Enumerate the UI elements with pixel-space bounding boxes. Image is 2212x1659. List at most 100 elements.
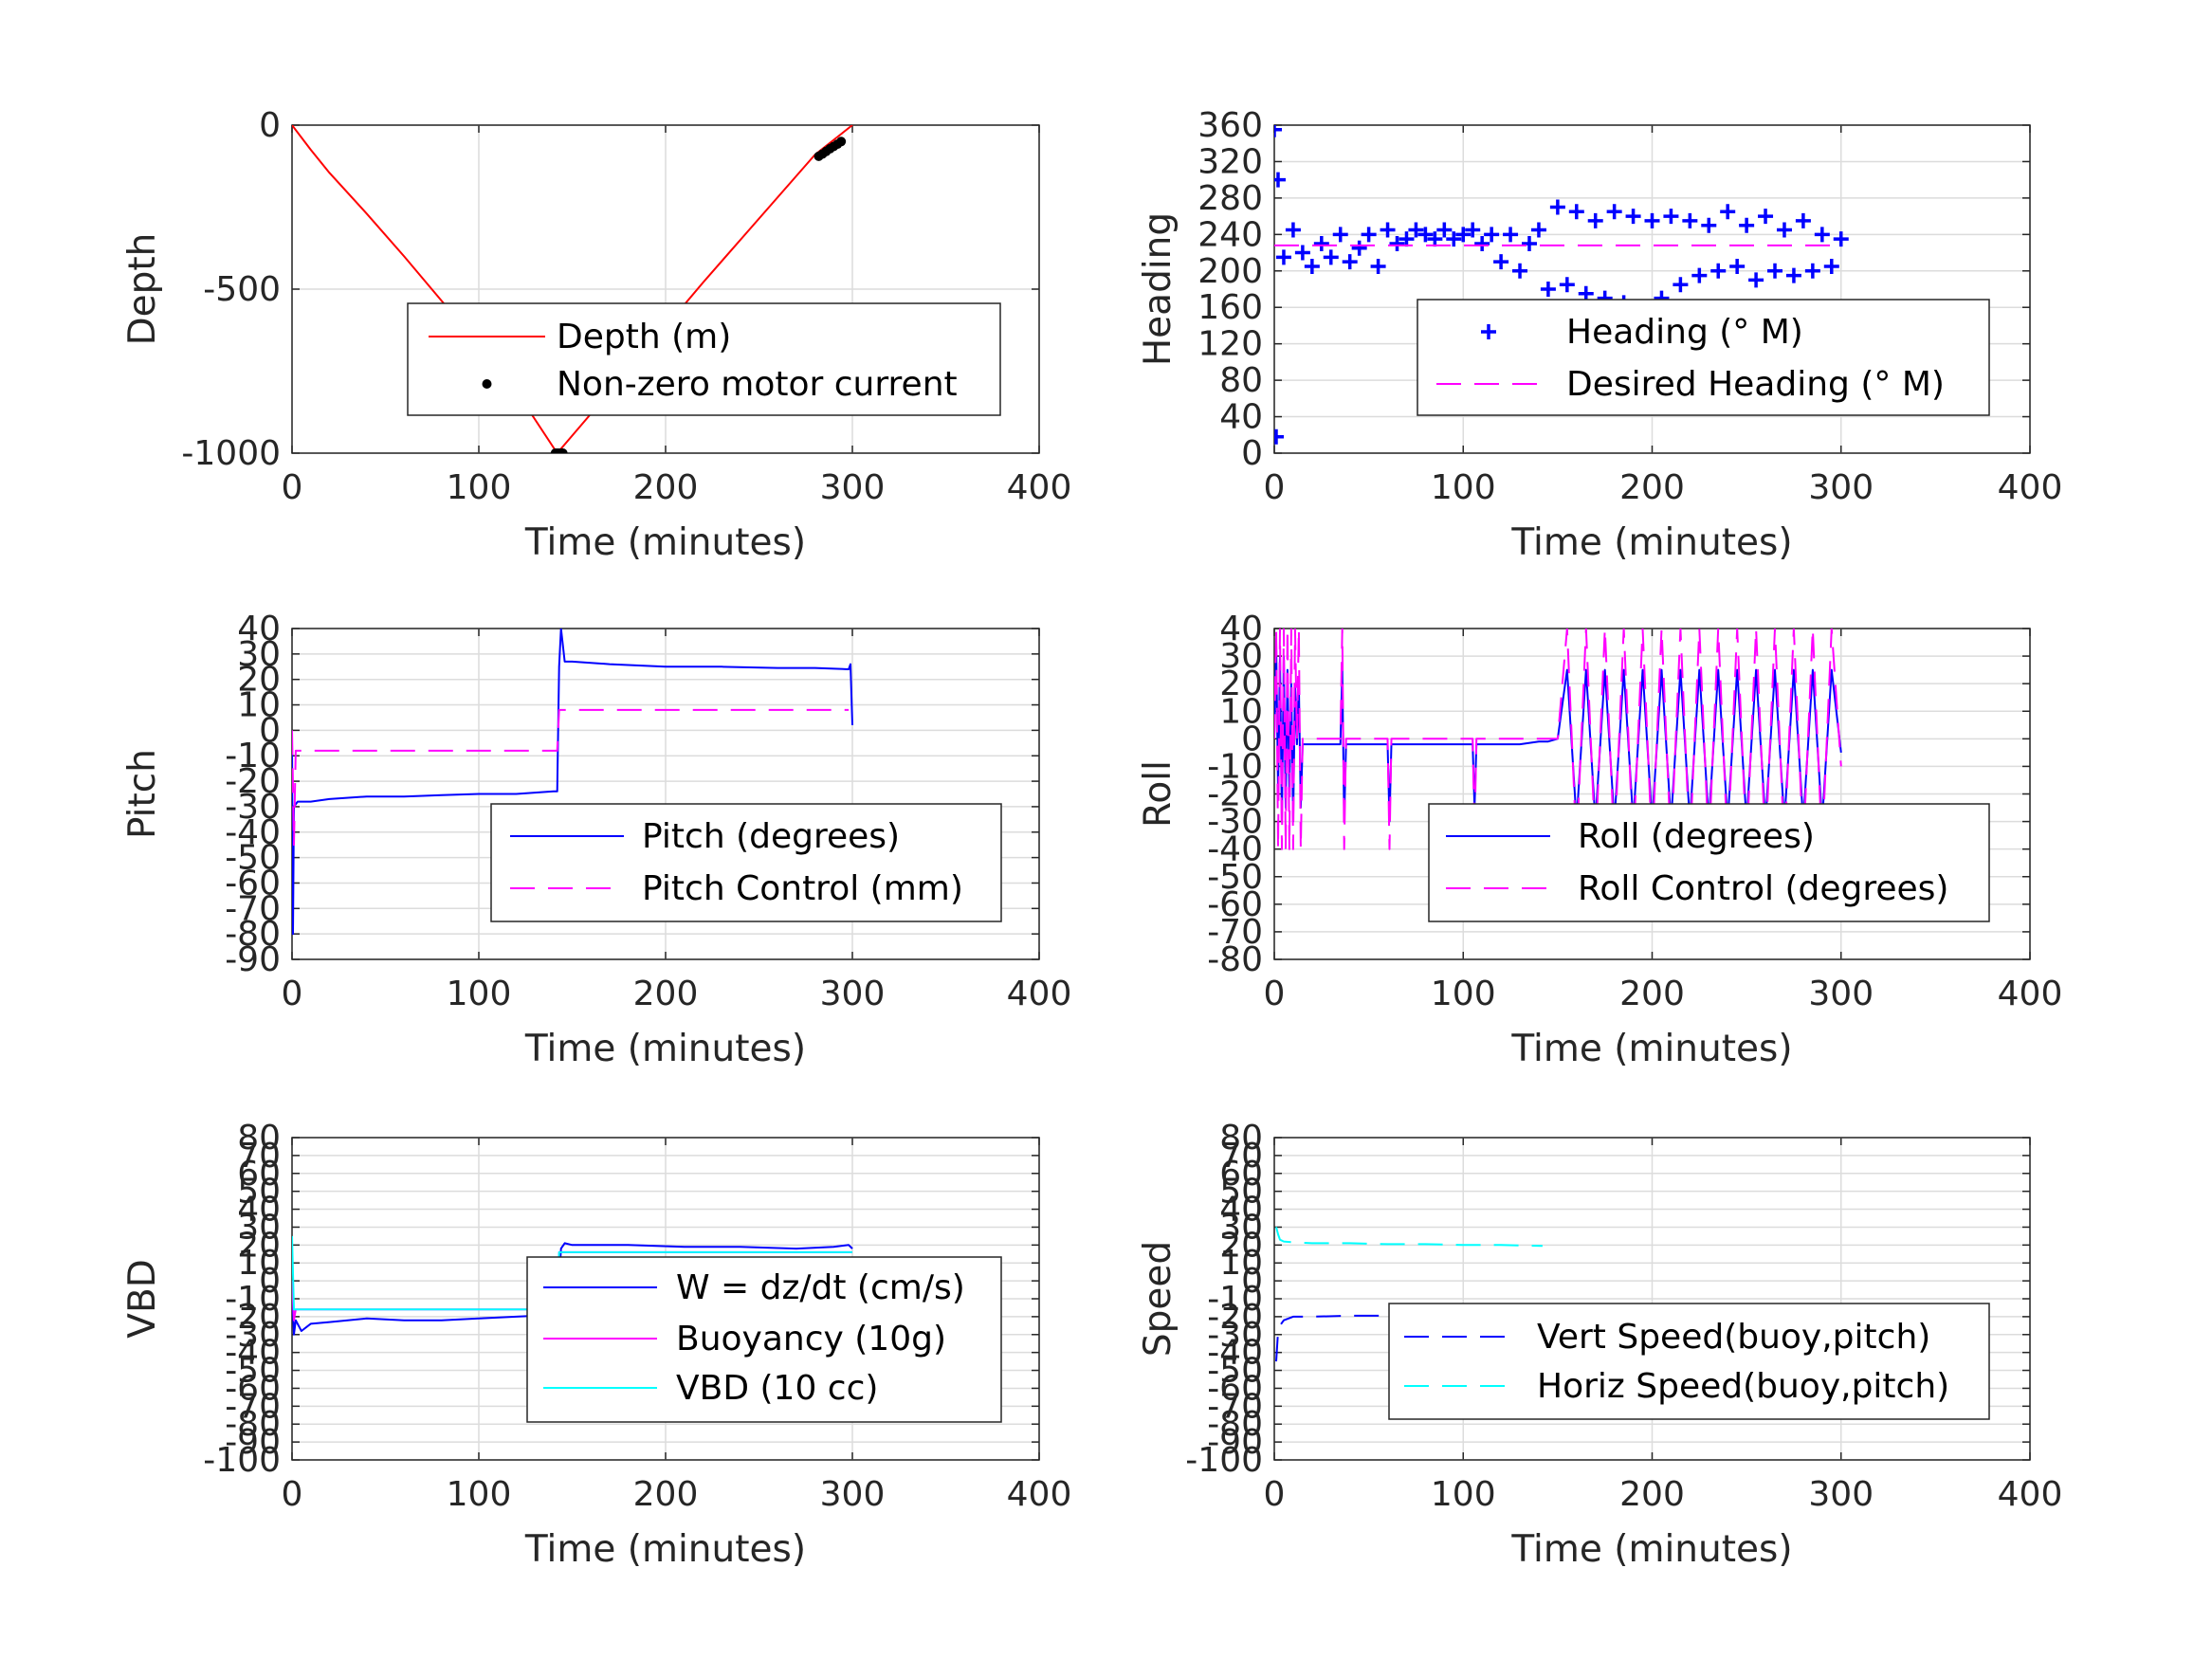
series-heading-m-point (1342, 254, 1358, 270)
series-heading-m-point (1455, 227, 1472, 243)
y-tick-label: 10 (1219, 1244, 1263, 1283)
series-heading-m-point (1710, 263, 1727, 279)
x-tick-label: 400 (1998, 468, 2063, 507)
y-tick-label: 60 (237, 1155, 281, 1194)
y-tick-label: 0 (1241, 1262, 1263, 1301)
x-tick-label: 0 (282, 975, 303, 1013)
series-heading-m-point (1748, 272, 1764, 288)
series-heading-m-point (1351, 240, 1367, 256)
y-tick-label: 80 (1219, 1119, 1263, 1158)
legend-pitch-control-mm-label: Pitch Control (mm) (642, 869, 963, 908)
series-heading-m-point (1389, 235, 1405, 251)
series-non-zero-motor-current-point (836, 137, 847, 147)
y-tick-label: 20 (1219, 1226, 1263, 1265)
series-pitch-control-mm-line (292, 708, 850, 847)
x-axis-label: Time (minutes) (1510, 1528, 1792, 1571)
legend-heading-m-label: Heading (° M) (1566, 313, 1803, 352)
plot-series-layer (292, 629, 853, 936)
y-tick-label: 30 (237, 635, 281, 674)
series-heading-m-point (1304, 258, 1320, 274)
series-heading-m-point (1691, 267, 1708, 283)
x-tick-label: 400 (1998, 1475, 2063, 1514)
x-tick-label: 100 (1431, 468, 1496, 507)
y-tick-label: -90 (225, 940, 281, 979)
series-heading-m-point (1814, 227, 1830, 243)
x-axis-label: Time (minutes) (1510, 521, 1792, 564)
y-tick-label: 280 (1197, 179, 1263, 218)
x-tick-label: 200 (633, 1475, 699, 1514)
y-tick-label: 50 (1219, 1173, 1263, 1212)
y-tick-label: -60 (225, 864, 281, 902)
y-tick-label: -100 (203, 1441, 281, 1480)
y-tick-label: 40 (1219, 1191, 1263, 1230)
y-tick-label: -80 (225, 1405, 281, 1444)
chart-6-speed-plot: 0 100 200 300 40080706050403020100-10-20-30-… (1137, 1119, 2062, 1571)
legend-buoyancy-10g-label: Buoyancy (10g) (676, 1320, 946, 1358)
y-tick-label: -80 (1207, 940, 1263, 979)
series-heading-m-point (1465, 222, 1481, 238)
legend-horiz-speed-buoy-pitch-label: Horiz Speed(buoy,pitch) (1537, 1367, 1949, 1406)
series-heading-m-point (1804, 263, 1820, 279)
legend-depth-m-label: Depth (m) (557, 318, 731, 356)
series-heading-m-point (1408, 222, 1424, 238)
y-tick-label: -60 (1207, 1369, 1263, 1408)
series-heading-m-point (1720, 204, 1736, 220)
plot-series-layer (292, 125, 853, 453)
series-heading-m-point (1549, 199, 1565, 215)
series-heading-m-point (1530, 222, 1546, 238)
series-heading-m-point (1493, 254, 1509, 270)
series-heading-m-point (1323, 249, 1339, 265)
y-tick-label: -90 (225, 1423, 281, 1462)
legend-heading-m-swatch (1481, 324, 1496, 339)
legend-non-zero-motor-current-label: Non-zero motor current (557, 365, 958, 404)
series-heading-m-point (1785, 267, 1801, 283)
y-axis-label: VBD (121, 1259, 164, 1338)
y-tick-label: -40 (1207, 1334, 1263, 1373)
series-heading-m-point (1436, 222, 1453, 238)
series-heading-m-point (1776, 222, 1792, 238)
series-heading-m-point (1484, 227, 1500, 243)
series-heading-m-point (1274, 428, 1284, 445)
series-heading-m-point (1521, 235, 1537, 251)
y-tick-label: -10 (1207, 747, 1263, 786)
y-tick-label: 80 (237, 1119, 281, 1158)
series-heading-m-point (1285, 222, 1301, 238)
chart-4-roll-plot: 0 100 200 300 400403020100-10-20-30-40-50-60… (1137, 610, 2062, 1070)
legend-w-dz-dt-cm-s-label: W = dz/dt (cm/s) (676, 1268, 965, 1307)
series-heading-m-point (1332, 227, 1348, 243)
axes-frame (1273, 1137, 2031, 1461)
y-tick-label: -70 (1207, 1387, 1263, 1426)
x-tick-label: 300 (820, 1475, 886, 1514)
y-tick-label: -20 (1207, 775, 1263, 814)
chart-3-pitch-plot: 0 100 200 300 400403020100-10-20-30-40-50-60… (121, 610, 1071, 1070)
legend: W = dz/dt (cm/s) Buoyancy (10g) VBD (10 cc… (526, 1256, 1002, 1423)
x-axis-label: Time (minutes) (1510, 1028, 1792, 1070)
series-heading-m-point (1361, 227, 1377, 243)
series-pitch-degrees-line (292, 629, 853, 936)
y-tick-label: 70 (1219, 1137, 1263, 1176)
y-tick-label: -40 (225, 813, 281, 852)
series-heading-m-point (1739, 217, 1755, 233)
y-tick-label: 120 (1197, 325, 1263, 364)
x-tick-label: 200 (1619, 468, 1685, 507)
y-tick-label: -100 (1185, 1441, 1263, 1480)
y-tick-label: 20 (237, 661, 281, 700)
y-tick-label: -60 (1207, 885, 1263, 924)
x-axis-label: Time (minutes) (524, 1528, 806, 1571)
plot-series-layer (1274, 629, 1842, 850)
x-tick-label: 200 (1619, 975, 1685, 1013)
x-tick-label: 0 (282, 468, 303, 507)
legend-non-zero-motor-current-swatch (482, 379, 492, 389)
y-tick-label: 50 (237, 1173, 281, 1212)
series-heading-m-point (1474, 235, 1490, 251)
y-tick-label: 160 (1197, 288, 1263, 327)
x-tick-label: 300 (1808, 468, 1874, 507)
y-tick-label: 40 (237, 610, 281, 648)
x-tick-label: 400 (1007, 468, 1072, 507)
y-tick-label: 30 (237, 1208, 281, 1247)
legend-box (1428, 803, 1990, 922)
series-heading-m-point (1823, 258, 1839, 274)
series-heading-m-point (1559, 277, 1575, 293)
y-axis-label: Roll (1137, 760, 1179, 828)
y-tick-label: 0 (259, 1262, 281, 1301)
